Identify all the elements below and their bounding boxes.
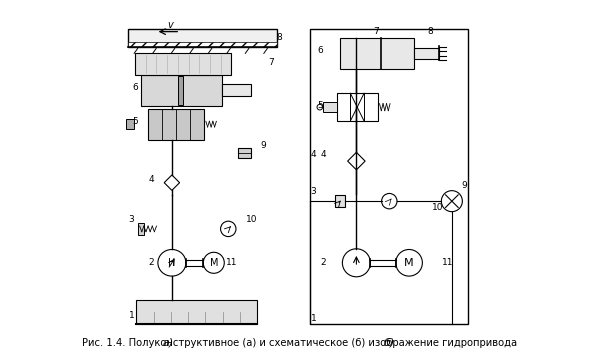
Bar bbox=[414, 48, 439, 59]
Text: 4: 4 bbox=[148, 175, 154, 184]
Text: 8: 8 bbox=[277, 33, 283, 42]
Circle shape bbox=[382, 193, 397, 209]
Text: 7: 7 bbox=[373, 27, 379, 36]
Text: М: М bbox=[404, 258, 414, 268]
Text: М: М bbox=[209, 258, 218, 268]
Circle shape bbox=[442, 191, 463, 212]
Text: 10: 10 bbox=[432, 203, 443, 212]
Text: 2: 2 bbox=[320, 258, 326, 267]
Text: 1: 1 bbox=[311, 314, 316, 323]
Bar bbox=[323, 102, 337, 112]
Text: 9: 9 bbox=[260, 141, 266, 150]
Bar bbox=[128, 42, 277, 47]
Bar bbox=[128, 29, 277, 47]
Text: Рис. 1.4. Полуконструктивное (а) и схематическое (б) изображение гидропривода: Рис. 1.4. Полуконструктивное (а) и схема… bbox=[82, 338, 518, 348]
Text: 6: 6 bbox=[317, 46, 323, 55]
Polygon shape bbox=[347, 152, 365, 170]
Bar bbox=[135, 53, 232, 75]
Text: 4: 4 bbox=[311, 150, 316, 160]
Bar bbox=[238, 148, 251, 158]
Bar bbox=[310, 29, 469, 324]
Ellipse shape bbox=[158, 250, 186, 276]
Text: v: v bbox=[167, 19, 173, 30]
Bar bbox=[335, 195, 345, 208]
Text: б): б) bbox=[383, 338, 395, 348]
Text: 11: 11 bbox=[226, 258, 237, 267]
Text: 9: 9 bbox=[462, 181, 467, 190]
Text: 11: 11 bbox=[442, 258, 454, 267]
Text: 5: 5 bbox=[317, 101, 323, 110]
Circle shape bbox=[343, 249, 370, 277]
Circle shape bbox=[203, 252, 224, 273]
Text: 3: 3 bbox=[128, 215, 134, 224]
Text: 5: 5 bbox=[132, 116, 138, 126]
Text: 10: 10 bbox=[246, 215, 257, 224]
Circle shape bbox=[221, 221, 236, 237]
Text: 2: 2 bbox=[148, 258, 154, 267]
Text: 8: 8 bbox=[428, 27, 433, 36]
Bar bbox=[138, 223, 143, 235]
Text: а): а) bbox=[163, 338, 174, 348]
Bar bbox=[148, 109, 204, 139]
Text: Н: Н bbox=[168, 258, 176, 268]
Bar bbox=[178, 76, 183, 104]
Text: 4: 4 bbox=[320, 150, 326, 160]
Bar bbox=[136, 300, 257, 324]
Text: 7: 7 bbox=[269, 58, 274, 67]
Bar bbox=[340, 38, 414, 68]
Bar bbox=[141, 75, 222, 106]
Bar bbox=[337, 93, 378, 121]
Text: 6: 6 bbox=[132, 83, 138, 92]
Bar bbox=[126, 119, 134, 129]
Circle shape bbox=[396, 250, 422, 276]
Text: 3: 3 bbox=[311, 187, 316, 196]
Circle shape bbox=[317, 104, 323, 110]
Text: 1: 1 bbox=[129, 311, 134, 320]
Polygon shape bbox=[164, 175, 179, 190]
Bar bbox=[222, 84, 251, 96]
